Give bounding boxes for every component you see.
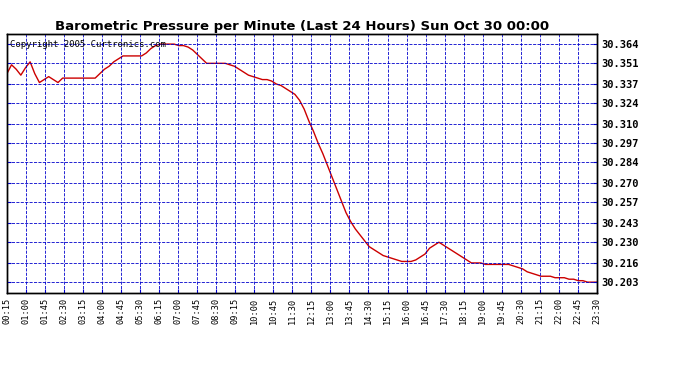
Title: Barometric Pressure per Minute (Last 24 Hours) Sun Oct 30 00:00: Barometric Pressure per Minute (Last 24 … (55, 20, 549, 33)
Text: Copyright 2005 Curtronics.com: Copyright 2005 Curtronics.com (10, 40, 166, 49)
